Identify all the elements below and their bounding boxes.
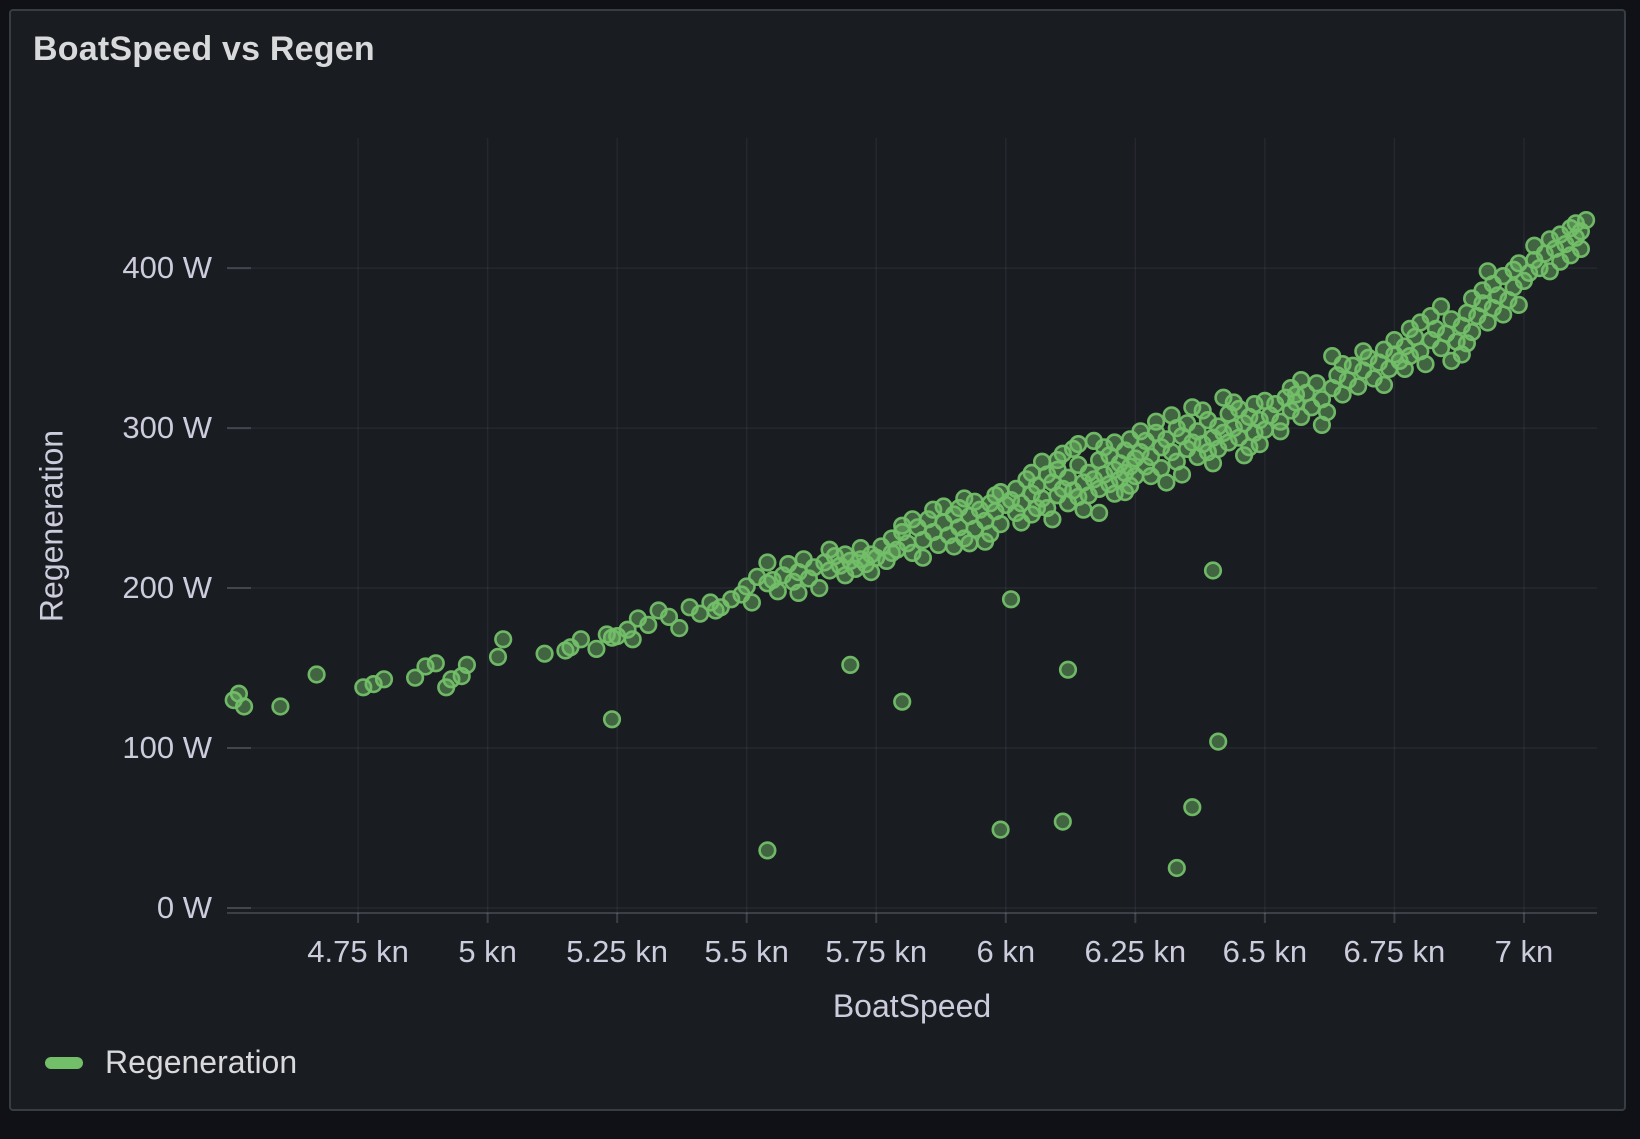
legend-series-marker — [45, 1056, 83, 1069]
x-axis-title: BoatSpeed — [832, 988, 992, 1024]
panel-title: BoatSpeed vs Regen — [33, 30, 375, 68]
legend-item-regeneration[interactable]: Regeneration — [45, 1044, 297, 1081]
y-axis-title: Regeneration — [33, 429, 70, 623]
legend: Regeneration — [45, 1044, 297, 1081]
legend-series-label[interactable]: Regeneration — [105, 1044, 298, 1080]
